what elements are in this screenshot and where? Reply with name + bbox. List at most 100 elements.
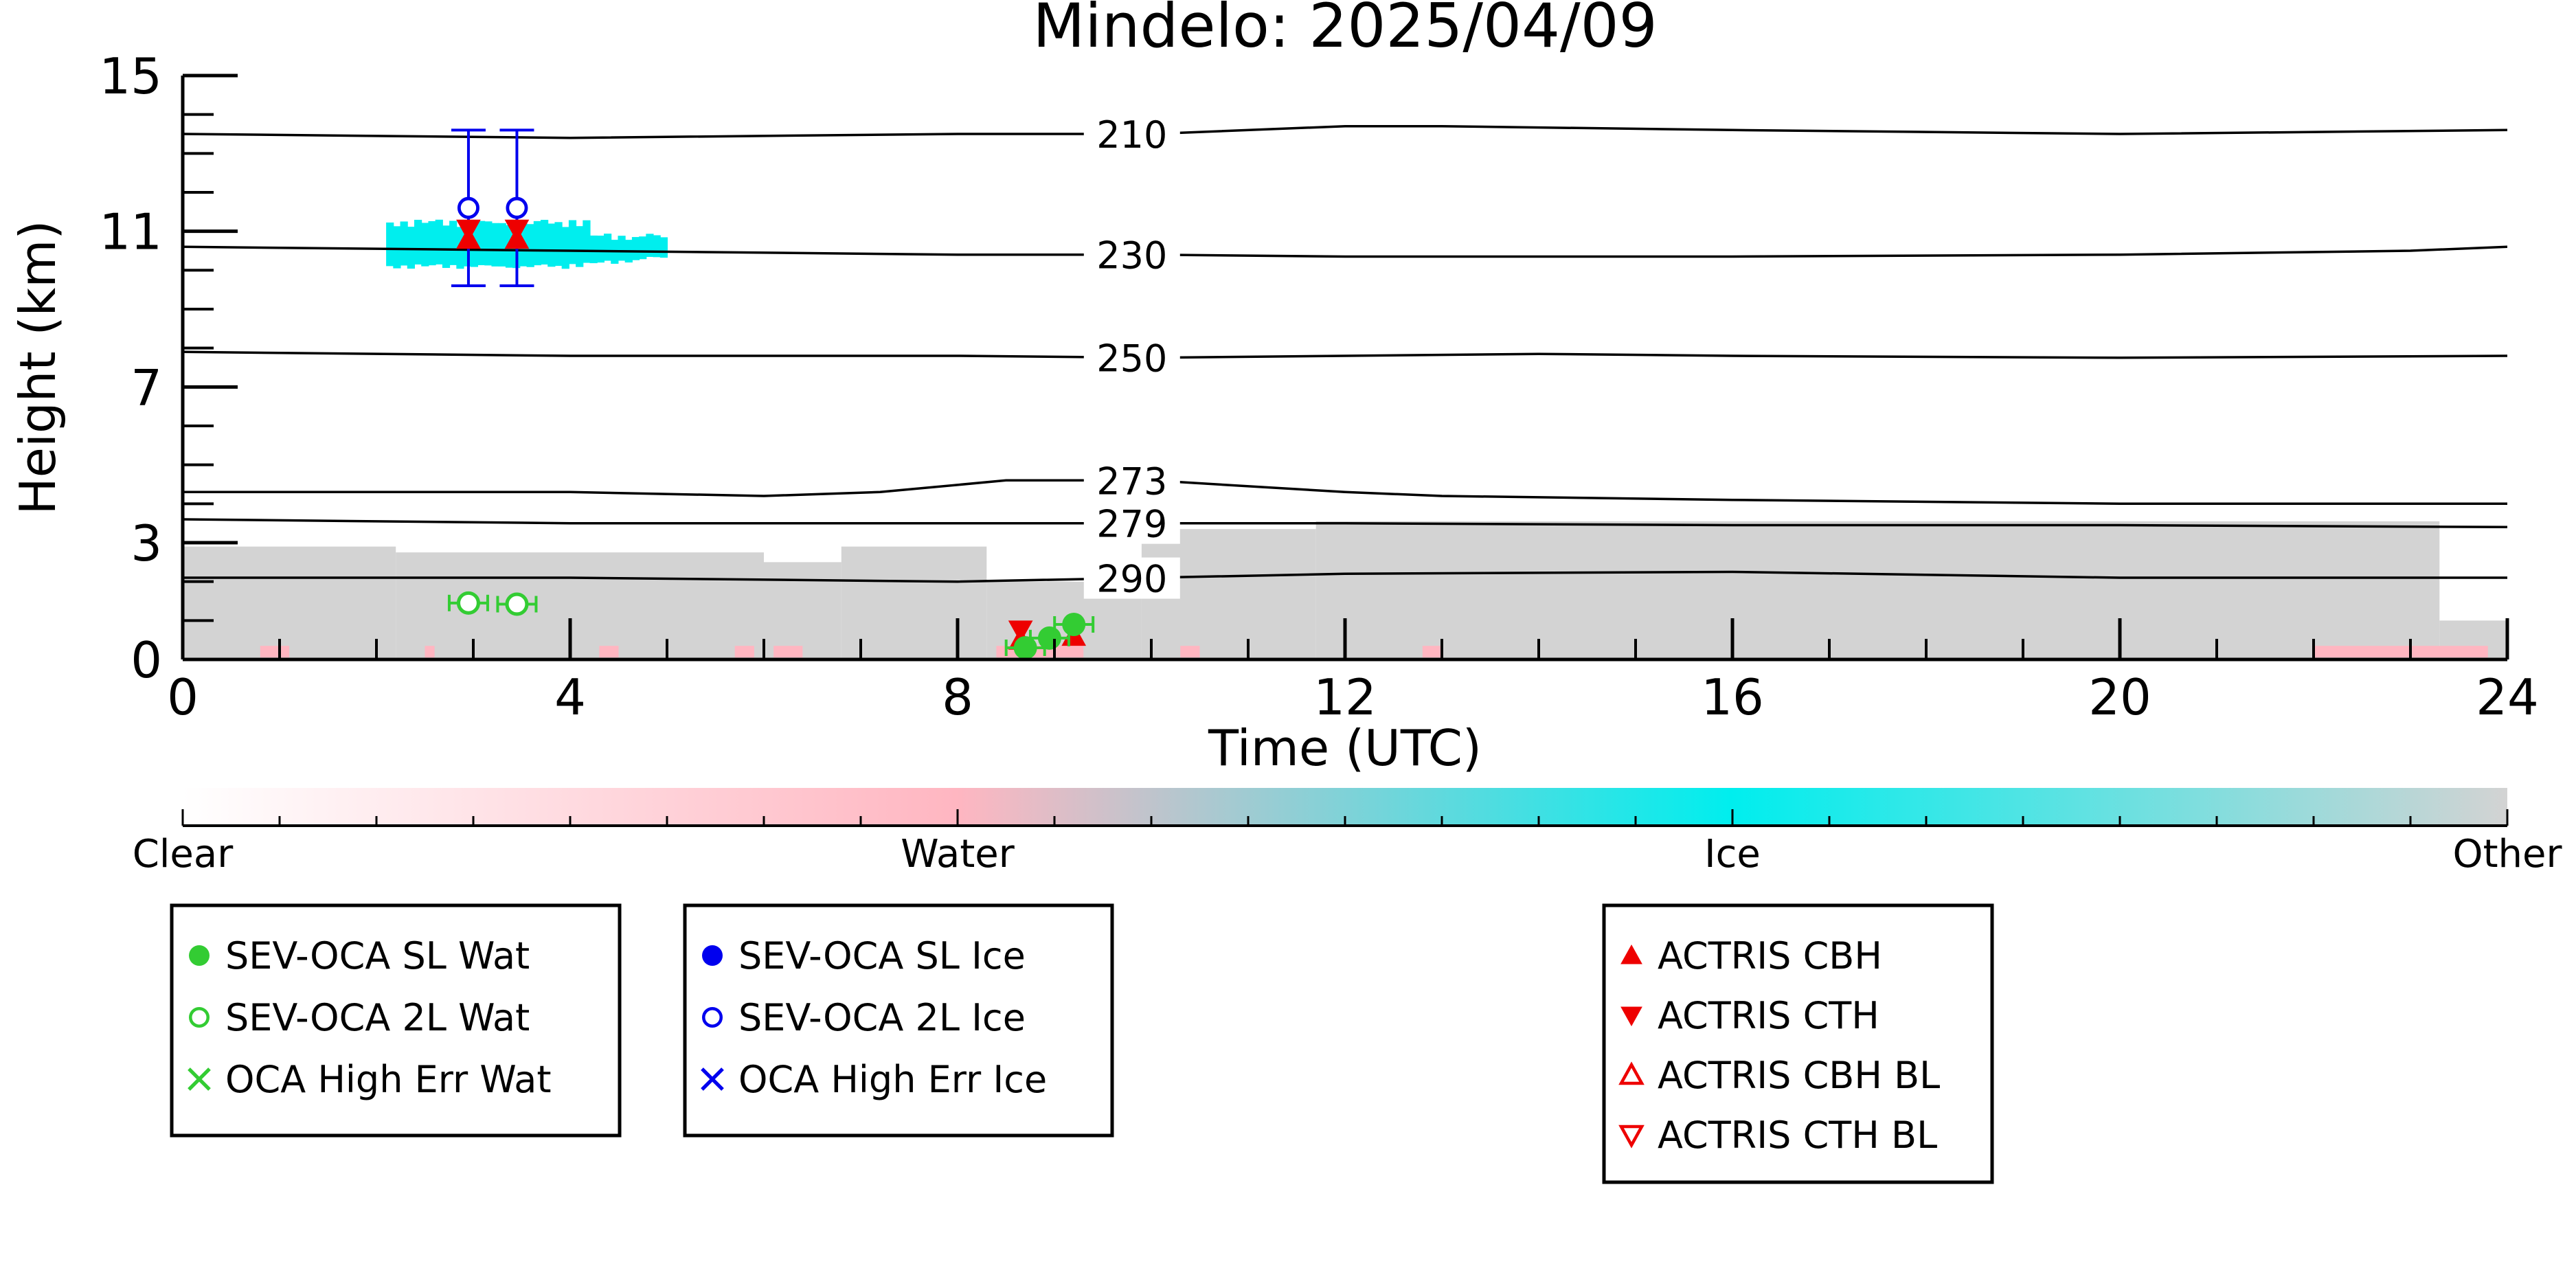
legend-marker — [1620, 1006, 1642, 1027]
contour-label-background — [1083, 337, 1180, 379]
chart-title: Mindelo: 2025/04/09 — [1032, 0, 1657, 61]
cloud-ice-column — [407, 227, 415, 269]
contour-label: 210 — [1096, 113, 1167, 157]
legend-marker — [701, 1067, 724, 1091]
legend-entry: SEV-OCA SL Ice — [738, 934, 1026, 978]
legend-box-water — [170, 903, 622, 1138]
legend-entry: SEV-OCA 2L Ice — [738, 996, 1026, 1039]
y-tick-label: 0 — [131, 631, 162, 689]
cloud-water-patch — [1180, 646, 1200, 658]
cloud-ice-column — [659, 237, 668, 258]
cloud-water-patch — [773, 646, 803, 658]
x-axis-label: Time (UTC) — [1208, 719, 1482, 777]
colorbar-label: Water — [901, 832, 1015, 877]
data-point — [1013, 636, 1037, 659]
temperature-contour-line — [183, 570, 2507, 583]
cloud-ice-column — [568, 220, 577, 264]
cloud-water-patch — [1422, 646, 1442, 658]
legend-entry: SEV-OCA SL Wat — [225, 934, 530, 978]
x-tick-label: 20 — [2088, 668, 2151, 726]
cloud-water-patch — [425, 646, 435, 658]
cloud-other-segment — [396, 552, 764, 659]
markers — [447, 128, 1095, 659]
contour-label-background — [1083, 113, 1180, 155]
temperature-contour-line — [183, 350, 2507, 359]
contour-label: 250 — [1096, 337, 1167, 381]
contour-label-background — [1083, 460, 1180, 501]
cloud-ice-column — [498, 223, 506, 267]
legend-marker — [189, 1007, 210, 1028]
cloud-ice-column — [653, 235, 661, 258]
data-point — [457, 196, 479, 219]
data-point — [1037, 626, 1061, 650]
legend-entry: ACTRIS CTH — [1658, 994, 1879, 1037]
legend-entry: ACTRIS CBH BL — [1658, 1054, 1940, 1097]
cloud-ice-column — [393, 226, 401, 269]
cloud-ice-column — [477, 221, 486, 266]
cloud-ice-column — [639, 236, 647, 260]
cloud-ice-column — [428, 221, 436, 266]
contour-label: 290 — [1096, 558, 1167, 601]
legend-marker — [702, 1007, 723, 1028]
legend-entry: SEV-OCA 2L Wat — [225, 996, 530, 1039]
cloud-ice-column — [631, 237, 640, 260]
cloud-water-patch — [260, 646, 290, 658]
contour-label: 279 — [1096, 503, 1167, 546]
cloud-ice-column — [526, 224, 534, 267]
y-tick-label: 11 — [99, 203, 162, 261]
cloud-water-patch — [734, 646, 754, 658]
legend-marker — [1620, 944, 1642, 964]
cloud-ice-column — [435, 219, 443, 264]
temperature-contour-line — [183, 479, 2507, 506]
cloud-ice-column — [484, 221, 493, 266]
temperature-contour-line — [183, 124, 2507, 139]
cloud-ice-column — [547, 223, 556, 267]
legend-marker — [1618, 1061, 1645, 1085]
cloud-water-patch — [599, 646, 619, 658]
cloud-ice-column — [386, 222, 394, 267]
data-point — [1008, 620, 1033, 643]
cloud-ice-column — [603, 234, 612, 261]
legend-box-actris — [1602, 903, 1994, 1184]
legend-entry: ACTRIS CTH BL — [1658, 1114, 1937, 1157]
cloud-ice-column — [561, 227, 569, 269]
legend-entry: OCA High Err Wat — [225, 1058, 552, 1101]
legends: SEV-OCA SL Wat SEV-OCA 2L Wat OCA High Err… — [170, 903, 1994, 1184]
cloud-ice-column — [533, 221, 541, 266]
cloud-ice-column — [596, 236, 605, 263]
cloud-ice-column — [554, 222, 563, 267]
contour-label-background — [1083, 557, 1180, 599]
cloud-other-segment — [1315, 521, 2440, 659]
temperature-contour-line — [183, 245, 2507, 258]
x-tick-label: 8 — [942, 668, 973, 726]
cloud-other-segment — [764, 562, 841, 659]
cloud-ice-column — [589, 235, 598, 264]
y-tick-label: 3 — [131, 515, 162, 572]
cloud-ice-column — [646, 234, 654, 257]
legend-entry: OCA High Err Ice — [738, 1058, 1047, 1101]
data-point — [506, 196, 528, 219]
y-axis-label: Height (km) — [9, 221, 67, 515]
cloud-ice-column — [576, 226, 584, 267]
cloud-ice-column — [449, 221, 457, 265]
legend-marker — [702, 945, 723, 966]
contour-label: 230 — [1096, 234, 1167, 278]
data-point — [504, 219, 530, 242]
legend-entry: ACTRIS CBH — [1658, 934, 1882, 978]
cloud-ice-column — [421, 223, 429, 267]
data-point — [456, 219, 481, 242]
temperature-contour-line — [183, 518, 2507, 529]
contour-label-background — [1083, 502, 1180, 544]
contour-label: 273 — [1096, 460, 1167, 503]
colorbar-label: Ice — [1704, 832, 1761, 877]
cloud-ice-column — [491, 223, 499, 267]
cloud-ice-column — [540, 220, 549, 265]
colorbar-ticks: Clear Water Ice Other — [133, 809, 2562, 877]
legend-marker — [189, 945, 210, 966]
cloud-water-patch — [2314, 646, 2488, 658]
legend-marker — [188, 1067, 211, 1091]
data-point — [1062, 613, 1086, 636]
data-point — [505, 592, 529, 616]
x-tick-label: 12 — [1313, 668, 1377, 726]
cloud-other-segment — [841, 546, 987, 659]
